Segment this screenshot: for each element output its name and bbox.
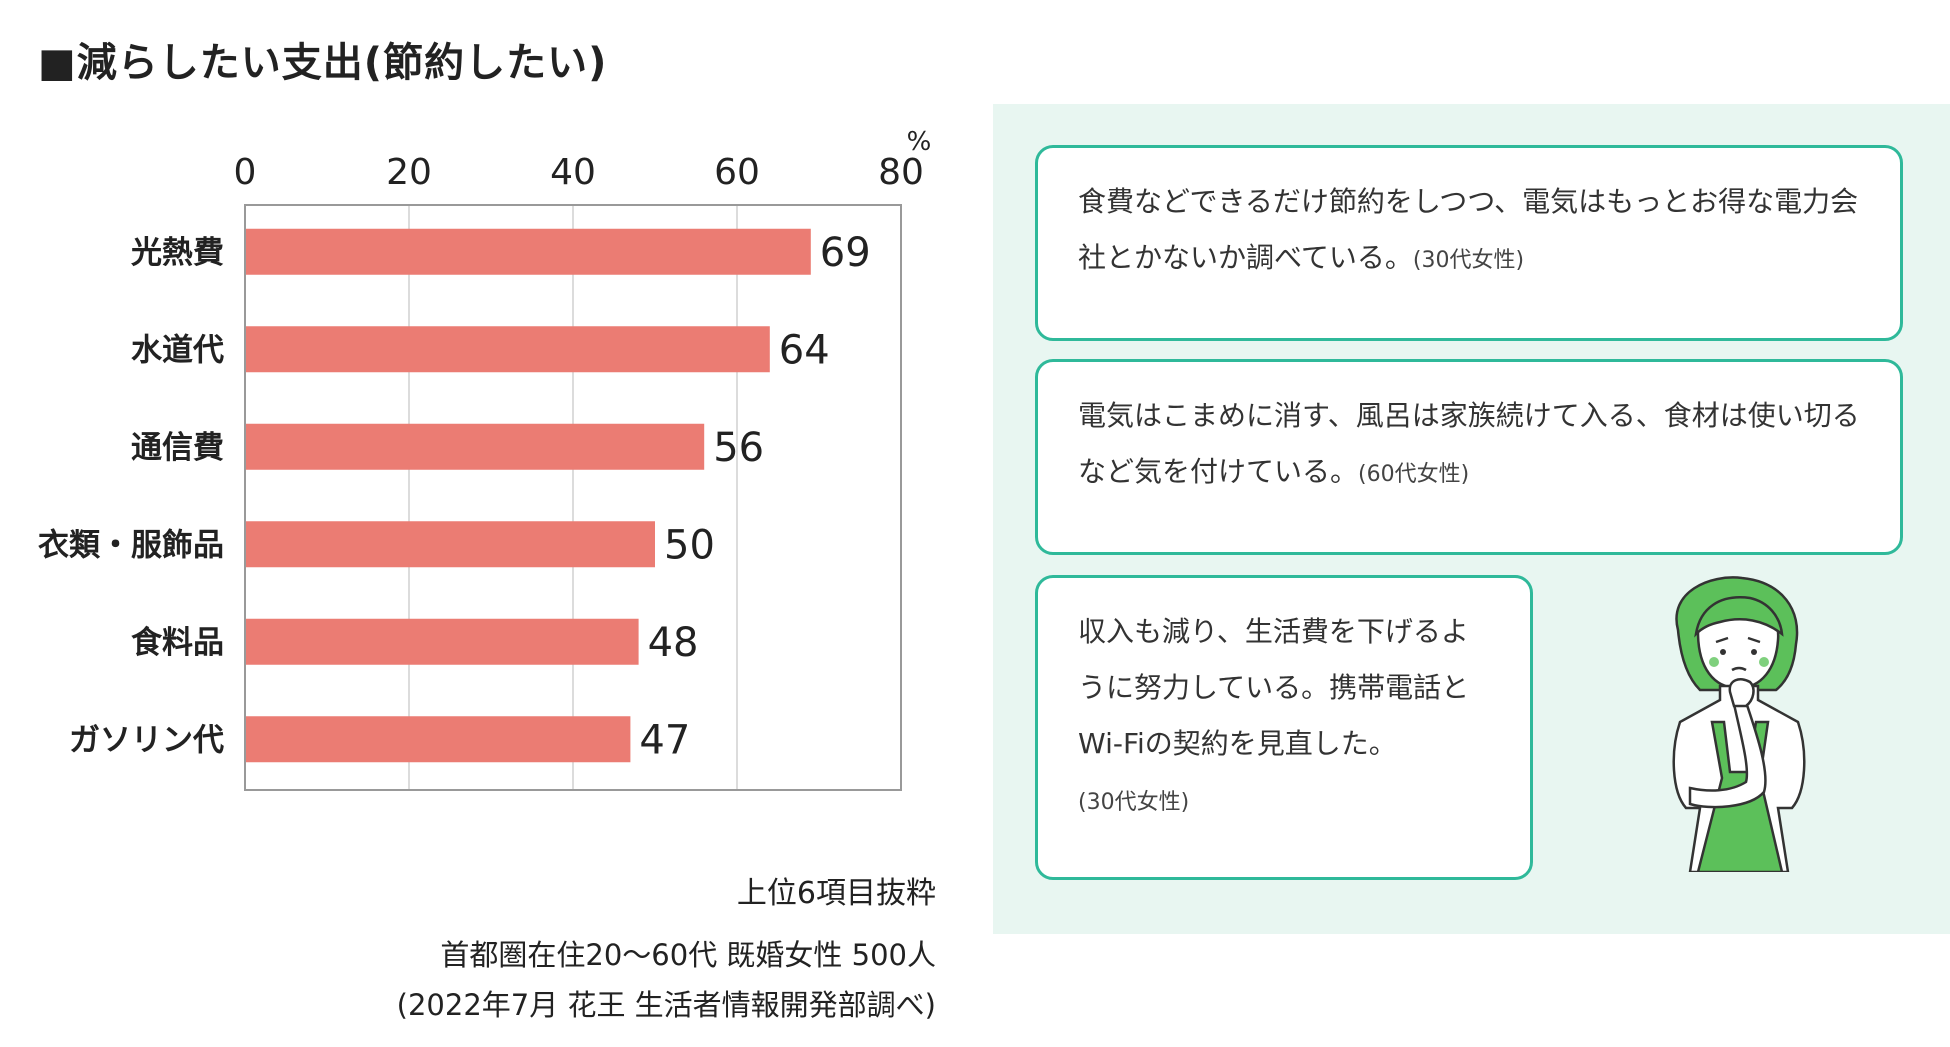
comment-bubble: 収入も減り、生活費を下げるように努力している。携帯電話とWi-Fiの契約を見直し… [1035,575,1533,880]
bar-chart: 0 20 40 60 80 光熱費 69 水道代 64 通信費 56 衣類・服飾品 50 食料品 48 ガソリ… [38,127,932,791]
category-label: 光熱費 [131,235,224,271]
survey-source: (2022年7月 花王 生活者情報開発部調べ) [396,988,936,1022]
category-label: 通信費 [131,430,224,466]
category-label: 衣類・服飾品 [38,527,224,563]
survey-description: 首都圏在住20〜60代 既婚女性 500人 [440,938,936,972]
category-label: 食料品 [131,625,224,661]
comment-text: 食費などできるだけ節約をしつつ、電気はもっとお得な電力会社とかないか調べている。 [1078,185,1859,274]
category-label: ガソリン代 [69,722,224,758]
value-label: 56 [713,425,764,471]
value-label: 50 [664,522,715,568]
eye-shape [1720,649,1726,655]
cheek-shape [1709,657,1719,667]
plot-frame [244,204,902,791]
comment-text: 電気はこまめに消す、風呂は家族続けて入る、食材は使い切るなど気を付けている。 [1078,399,1860,488]
value-label: 47 [639,717,690,763]
value-label: 64 [779,327,830,373]
value-label: 48 [648,620,699,666]
mouth-shape [1731,666,1747,672]
cheek-shape [1759,657,1769,667]
hand-shape [1728,678,1755,708]
x-tick-label: 60 [714,152,760,193]
brow-shape [1715,636,1761,644]
bar-2 [245,326,770,373]
bar-3 [245,423,705,470]
thinking-woman-illustration [1672,576,1806,872]
hair-bangs [1694,596,1784,638]
value-label: 69 [820,230,871,276]
source-note: 上位6項目抜粋 [736,876,936,911]
bar-5 [245,618,639,665]
x-tick-label: 40 [550,152,596,193]
comment-attribution: (30代女性) [1412,248,1525,273]
bar-4 [245,521,655,568]
comment-attribution: (60代女性) [1358,462,1470,487]
comment-bubble: 食費などできるだけ節約をしつつ、電気はもっとお得な電力会社とかないか調べている。… [1035,145,1903,341]
x-tick-label: 0 [234,152,257,193]
unit-label: % [907,127,932,157]
bar-1 [245,228,811,275]
comment-text: 収入も減り、生活費を下げるように努力している。携帯電話とWi-Fiの契約を見直し… [1078,615,1470,760]
comment-bubble: 電気はこまめに消す、風呂は家族続けて入る、食材は使い切るなど気を付けている。(6… [1035,359,1903,555]
comment-attribution: (30代女性) [1078,790,1190,815]
category-label: 水道代 [131,332,224,368]
eye-shape [1751,649,1757,655]
bar-6 [245,716,631,763]
page-title: ■減らしたい支出(節約したい) [38,40,608,86]
x-tick-label: 20 [386,152,432,193]
x-tick-label: 80 [878,152,924,193]
